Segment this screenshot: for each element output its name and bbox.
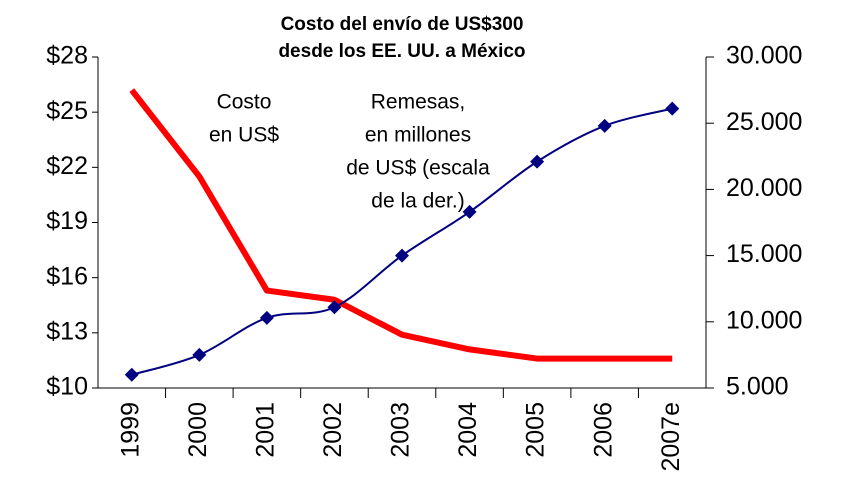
- y-tick-label: $16: [46, 262, 88, 290]
- y-tick-label: $19: [46, 207, 88, 235]
- x-tick-label: 2002: [319, 402, 347, 458]
- y-tick-label: $28: [46, 42, 88, 70]
- chart-title: desde los EE. UU. a México: [278, 41, 525, 62]
- marker: [192, 347, 207, 362]
- series-line: [129, 88, 673, 362]
- x-tick-label: 2001: [251, 402, 279, 458]
- x-tick-label: 1999: [116, 402, 144, 458]
- y2-tick-label: 25.000: [726, 108, 802, 136]
- annotation: de US$ (escala: [346, 157, 490, 180]
- y2-tick-label: 20.000: [726, 174, 802, 202]
- x-tick-label: 2006: [589, 402, 617, 458]
- y-tick-label: $10: [46, 373, 88, 401]
- y2-tick-label: 30.000: [726, 42, 802, 70]
- y-tick-label: $25: [46, 97, 88, 125]
- marker: [327, 300, 342, 315]
- x-tick-label: 2007e: [657, 402, 685, 472]
- x-tick-label: 2004: [454, 402, 482, 458]
- annotation: de la der.): [371, 190, 464, 213]
- marker: [259, 310, 274, 325]
- y-tick-label: $13: [46, 317, 88, 345]
- marker: [530, 154, 545, 169]
- y2-tick-label: 5.000: [726, 373, 789, 401]
- marker: [597, 118, 612, 133]
- annotation: en US$: [209, 124, 279, 147]
- y2-tick-label: 15.000: [726, 240, 802, 268]
- annotation: Remesas,: [371, 91, 466, 114]
- x-tick-label: 2005: [522, 402, 550, 458]
- marker: [462, 204, 477, 219]
- x-tick-label: 2003: [387, 402, 415, 458]
- y2-tick-label: 10.000: [726, 306, 802, 334]
- chart-title: Costo del envío de US$300: [281, 14, 524, 35]
- x-tick-label: 2000: [184, 402, 212, 458]
- y-tick-label: $22: [46, 152, 88, 180]
- marker: [124, 367, 139, 382]
- annotation: Costo: [217, 91, 272, 114]
- annotation: en millones: [365, 124, 471, 147]
- marker: [665, 101, 680, 116]
- marker: [395, 248, 409, 263]
